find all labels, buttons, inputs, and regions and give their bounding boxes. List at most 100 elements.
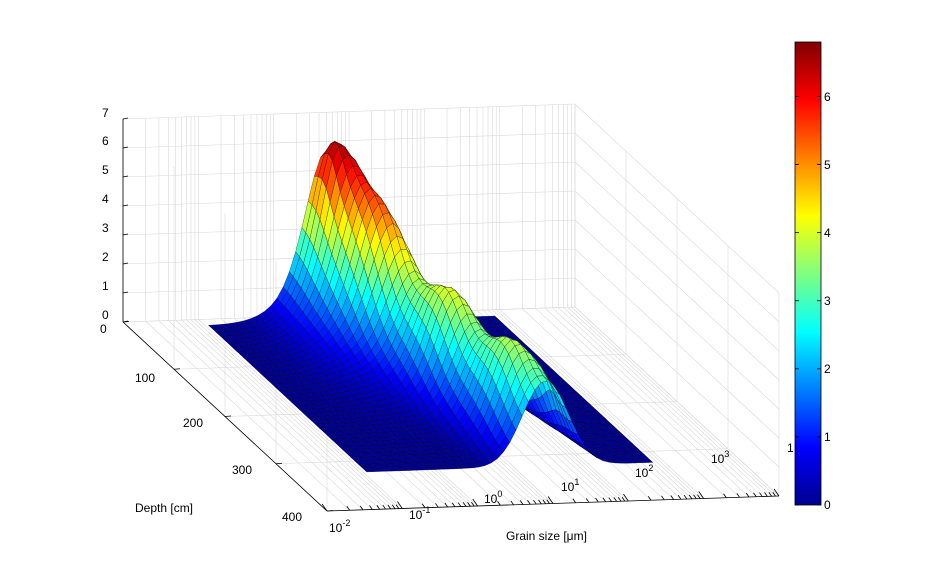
z-tick-mark xyxy=(122,233,129,236)
x-tick-mark xyxy=(542,499,547,504)
z-tick-label: 5 xyxy=(102,163,109,177)
x-tick-mark xyxy=(391,504,396,509)
y-tick-mark xyxy=(173,368,181,370)
x-tick-label: 103 xyxy=(711,449,729,466)
colorbar-tick-label: 1 xyxy=(824,430,831,444)
x-tick-mark xyxy=(647,496,652,501)
x-tick-mark xyxy=(435,503,439,508)
x-axis-title: Grain size [μm] xyxy=(506,529,587,543)
y-axis-ticks: 0 100 200 300 400 xyxy=(100,322,302,524)
x-tick-mark xyxy=(585,498,590,503)
x-tick-mark xyxy=(670,495,675,500)
colorbar: 0 1 2 3 4 5 6 xyxy=(794,41,831,512)
colorbar-gradient xyxy=(794,41,822,506)
grid-line xyxy=(574,190,780,381)
surface-mesh xyxy=(208,140,654,473)
y-tick-mark xyxy=(224,415,232,417)
colorbar-tick-label: 2 xyxy=(824,362,831,376)
x-tick-mark xyxy=(467,502,471,507)
y-axis-title: Depth [cm] xyxy=(135,501,193,515)
z-tick-label: 1 xyxy=(102,279,109,293)
x-tick-label: 100 xyxy=(484,489,502,506)
grid-line xyxy=(574,248,780,439)
grid-line xyxy=(122,132,576,149)
colorbar-tick-label: 6 xyxy=(824,90,831,104)
x-tick-mark xyxy=(346,506,351,511)
colorbar-tick-marks xyxy=(795,96,821,506)
z-tick-mark xyxy=(122,291,129,294)
x-tick-label: 10-2 xyxy=(329,518,350,535)
y-tick-label: 0 xyxy=(100,322,107,336)
grid-line xyxy=(574,161,780,352)
x-tick-mark xyxy=(623,493,629,502)
z-tick-mark xyxy=(122,262,129,265)
x-tick-label: 10-1 xyxy=(409,505,430,522)
colorbar-tick-label: 5 xyxy=(824,158,831,172)
z-tick-label: 0 xyxy=(102,308,109,322)
surface-patch xyxy=(642,458,654,463)
axis-lines xyxy=(122,117,780,512)
x-tick-mark xyxy=(519,500,524,505)
z-tick-label: 7 xyxy=(102,106,109,120)
x-tick-mark xyxy=(602,497,606,502)
x-tick-mark xyxy=(736,493,740,498)
z-tick-label: 2 xyxy=(102,250,109,264)
x-tick-mark xyxy=(457,502,462,507)
x-axis-ticks: 10-2 10-1 100 101 102 103 1 xyxy=(329,441,794,535)
x-tick-mark xyxy=(376,505,380,510)
x-tick-mark xyxy=(621,496,626,502)
x-tick-mark xyxy=(617,497,622,502)
x-tick-label: 102 xyxy=(635,463,653,480)
x-tick-mark xyxy=(753,492,757,497)
z-axis-ticks: 0 1 2 3 4 5 6 7 xyxy=(102,106,109,322)
x-tick-mark xyxy=(677,495,682,500)
x-tick-mark xyxy=(608,497,612,502)
x-tick-mark xyxy=(472,498,478,507)
x-tick-mark xyxy=(572,498,577,503)
x-tick-mark xyxy=(421,503,426,508)
x-tick-mark xyxy=(369,505,373,510)
grid-line xyxy=(574,132,780,323)
y-tick-mark xyxy=(275,462,283,465)
x-tick-mark xyxy=(697,494,701,499)
x-tick-mark xyxy=(533,499,537,505)
z-tick-mark xyxy=(122,204,129,207)
y-tick-mark xyxy=(122,321,130,323)
colorbar-tick-label: 3 xyxy=(824,294,831,308)
y-tick-label: 200 xyxy=(183,416,203,430)
x-tick-mark xyxy=(768,492,773,497)
x-tick-mark xyxy=(688,494,693,500)
x-tick-mark xyxy=(451,502,456,507)
x-tick-mark xyxy=(444,502,449,508)
x-tick-label: 101 xyxy=(561,477,579,494)
x-tick-mark xyxy=(546,499,550,504)
x-tick-mark xyxy=(661,495,665,501)
z-tick-label: 6 xyxy=(102,134,109,148)
grid-line xyxy=(574,277,780,468)
grid-line xyxy=(122,103,576,120)
x-tick-mark xyxy=(764,492,768,497)
x-tick-mark xyxy=(745,492,750,498)
y-tick-label: 100 xyxy=(135,371,155,385)
y-tick-label: 400 xyxy=(282,510,302,524)
x-tick-mark xyxy=(497,501,501,506)
x-tick-mark xyxy=(613,497,617,502)
z-tick-label: 3 xyxy=(102,221,109,235)
colorbar-tick-label: 4 xyxy=(824,226,831,240)
x-tick-mark xyxy=(382,504,386,510)
x-tick-mark xyxy=(595,497,599,503)
x-tick-mark xyxy=(510,500,514,506)
x-tick-mark xyxy=(683,494,688,500)
grid-line xyxy=(275,448,729,465)
x-tick-mark xyxy=(462,502,467,507)
x-tick-mark xyxy=(387,504,391,510)
z-tick-mark xyxy=(122,146,129,149)
x-tick-mark xyxy=(359,505,364,511)
x-tick-mark xyxy=(759,492,763,497)
x-tick-mark xyxy=(723,493,727,498)
x-tick-mark xyxy=(471,501,475,507)
z-tick-label: 4 xyxy=(102,192,109,206)
grid-line xyxy=(574,103,780,294)
x-tick-label: 1 xyxy=(787,441,794,455)
